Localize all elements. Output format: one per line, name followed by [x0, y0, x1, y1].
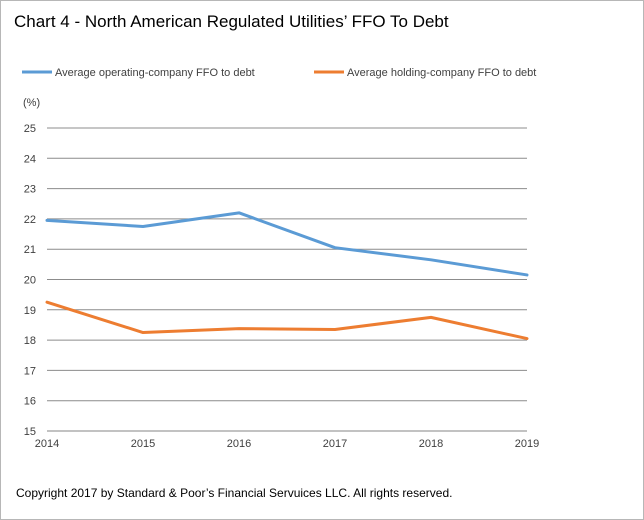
x-tick-label: 2019 [515, 438, 539, 450]
y-tick-label: 25 [24, 123, 36, 135]
x-tick-label: 2017 [323, 438, 347, 450]
series-line-2 [45, 300, 529, 341]
y-tick-label: 18 [24, 335, 36, 347]
y-tick-label: 22 [24, 214, 36, 226]
y-axis-label: (%) [23, 97, 40, 109]
copyright-footer: Copyright 2017 by Standard & Poor’s Fina… [16, 486, 453, 500]
y-tick-label: 16 [24, 396, 36, 408]
series-lines [45, 211, 529, 341]
x-tick-label: 2018 [419, 438, 443, 450]
y-tick-label: 24 [24, 153, 36, 165]
legend-label: Average operating-company FFO to debt [55, 67, 255, 79]
chart-title: Chart 4 - North American Regulated Utili… [14, 12, 449, 31]
y-tick-label: 15 [24, 426, 36, 438]
x-tick-labels: 2014 2015 2016 2017 2018 2019 [35, 438, 539, 450]
legend-label: Average holding-company FFO to debt [347, 67, 536, 79]
legend: Average operating-company FFO to debt Ave… [22, 67, 536, 79]
series-line-1 [45, 211, 529, 277]
y-tick-label: 17 [24, 365, 36, 377]
y-tick-label: 23 [24, 184, 36, 196]
x-tick-label: 2015 [131, 438, 155, 450]
x-tick-label: 2016 [227, 438, 251, 450]
y-tick-label: 19 [24, 305, 36, 317]
gridlines [47, 127, 527, 432]
x-tick-label: 2014 [35, 438, 59, 450]
y-tick-label: 21 [24, 244, 36, 256]
y-tick-label: 20 [24, 275, 36, 287]
y-tick-labels: 15 16 17 18 19 20 21 22 23 24 25 [24, 123, 36, 438]
